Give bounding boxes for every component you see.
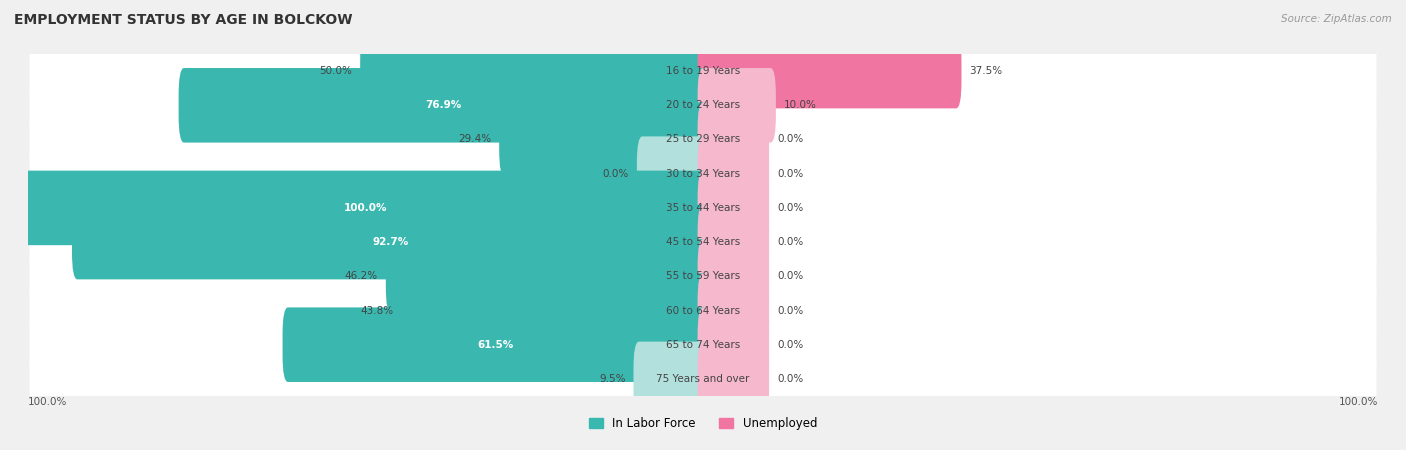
FancyBboxPatch shape (30, 48, 1376, 94)
FancyBboxPatch shape (637, 136, 709, 211)
Text: 43.8%: 43.8% (361, 306, 394, 315)
FancyBboxPatch shape (179, 68, 709, 143)
Legend: In Labor Force, Unemployed: In Labor Force, Unemployed (583, 412, 823, 435)
Text: 92.7%: 92.7% (373, 237, 408, 247)
Text: 45 to 54 Years: 45 to 54 Years (666, 237, 740, 247)
FancyBboxPatch shape (22, 171, 709, 245)
Text: 25 to 29 Years: 25 to 29 Years (666, 135, 740, 144)
Text: 16 to 19 Years: 16 to 19 Years (666, 66, 740, 76)
Text: 0.0%: 0.0% (778, 169, 803, 179)
Text: 10.0%: 10.0% (785, 100, 817, 110)
Text: 55 to 59 Years: 55 to 59 Years (666, 271, 740, 281)
Text: Source: ZipAtlas.com: Source: ZipAtlas.com (1281, 14, 1392, 23)
FancyBboxPatch shape (30, 219, 1376, 266)
FancyBboxPatch shape (30, 356, 1376, 402)
FancyBboxPatch shape (697, 239, 769, 314)
FancyBboxPatch shape (30, 253, 1376, 300)
Text: 0.0%: 0.0% (778, 306, 803, 315)
Text: 0.0%: 0.0% (778, 135, 803, 144)
Text: 100.0%: 100.0% (1339, 397, 1378, 407)
FancyBboxPatch shape (697, 68, 776, 143)
FancyBboxPatch shape (30, 287, 1376, 334)
FancyBboxPatch shape (634, 342, 709, 416)
Text: 0.0%: 0.0% (778, 271, 803, 281)
Text: 30 to 34 Years: 30 to 34 Years (666, 169, 740, 179)
Text: 35 to 44 Years: 35 to 44 Years (666, 203, 740, 213)
Text: EMPLOYMENT STATUS BY AGE IN BOLCKOW: EMPLOYMENT STATUS BY AGE IN BOLCKOW (14, 14, 353, 27)
FancyBboxPatch shape (30, 82, 1376, 129)
Text: 29.4%: 29.4% (458, 135, 491, 144)
FancyBboxPatch shape (697, 136, 769, 211)
Text: 37.5%: 37.5% (970, 66, 1002, 76)
FancyBboxPatch shape (697, 307, 769, 382)
FancyBboxPatch shape (697, 273, 769, 348)
Text: 50.0%: 50.0% (319, 66, 352, 76)
Text: 76.9%: 76.9% (426, 100, 461, 110)
Text: 60 to 64 Years: 60 to 64 Years (666, 306, 740, 315)
FancyBboxPatch shape (30, 116, 1376, 163)
FancyBboxPatch shape (697, 171, 769, 245)
Text: 0.0%: 0.0% (603, 169, 628, 179)
FancyBboxPatch shape (402, 273, 709, 348)
Text: 100.0%: 100.0% (28, 397, 67, 407)
FancyBboxPatch shape (30, 321, 1376, 368)
FancyBboxPatch shape (30, 184, 1376, 231)
Text: 0.0%: 0.0% (778, 203, 803, 213)
FancyBboxPatch shape (697, 342, 769, 416)
Text: 0.0%: 0.0% (778, 237, 803, 247)
FancyBboxPatch shape (697, 34, 962, 108)
FancyBboxPatch shape (385, 239, 709, 314)
Text: 46.2%: 46.2% (344, 271, 378, 281)
FancyBboxPatch shape (360, 34, 709, 108)
FancyBboxPatch shape (72, 205, 709, 279)
Text: 9.5%: 9.5% (599, 374, 626, 384)
Text: 100.0%: 100.0% (344, 203, 387, 213)
Text: 0.0%: 0.0% (778, 340, 803, 350)
FancyBboxPatch shape (697, 205, 769, 279)
FancyBboxPatch shape (499, 102, 709, 177)
Text: 61.5%: 61.5% (478, 340, 513, 350)
Text: 20 to 24 Years: 20 to 24 Years (666, 100, 740, 110)
Text: 0.0%: 0.0% (778, 374, 803, 384)
Text: 75 Years and over: 75 Years and over (657, 374, 749, 384)
FancyBboxPatch shape (283, 307, 709, 382)
FancyBboxPatch shape (30, 150, 1376, 197)
FancyBboxPatch shape (697, 102, 769, 177)
Text: 65 to 74 Years: 65 to 74 Years (666, 340, 740, 350)
